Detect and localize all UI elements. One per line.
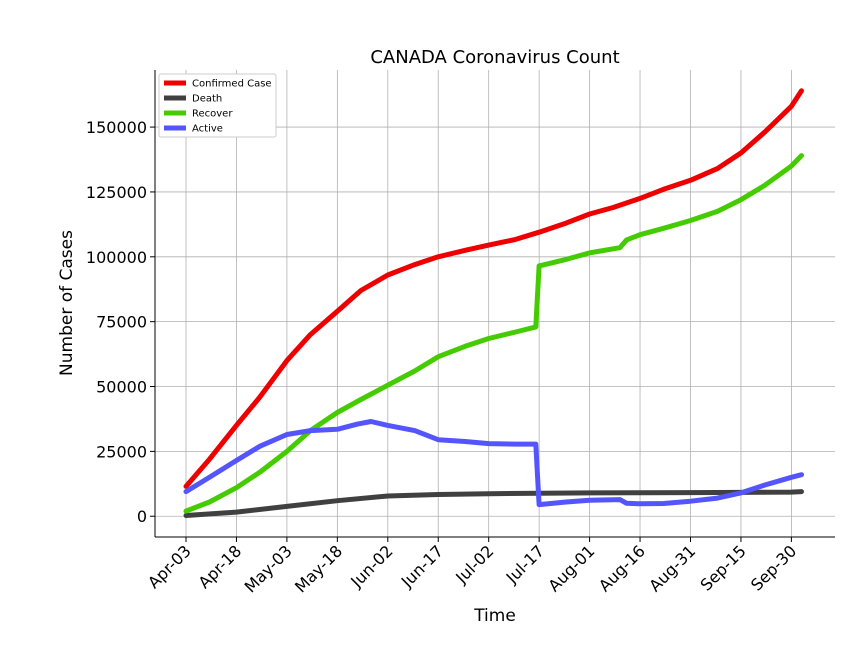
- chart-title: CANADA Coronavirus Count: [370, 47, 619, 68]
- x-tick-label: Aug-01: [544, 541, 598, 595]
- x-tick-label: Jun-17: [397, 541, 447, 591]
- x-tick-label: Jun-02: [346, 541, 396, 591]
- y-tick-label: 150000: [86, 118, 147, 137]
- legend-box: [158, 73, 277, 138]
- y-tick-label: 75000: [96, 313, 147, 332]
- y-tick-label: 0: [137, 507, 147, 526]
- x-tick-label: May-18: [291, 541, 346, 596]
- series-group: [183, 88, 804, 518]
- y-tick-label: 100000: [86, 248, 147, 267]
- series-line-death: [183, 489, 804, 518]
- y-tick-label: 125000: [86, 183, 147, 202]
- y-tick-label: 25000: [96, 442, 147, 461]
- x-tick-label: May-03: [241, 541, 296, 596]
- y-axis-label: Number of Cases: [57, 230, 77, 376]
- y-axis-ticks: 0 25000 50000 75000 100000 125000 150000: [86, 118, 155, 526]
- x-tick-label: Jul-17: [502, 541, 548, 587]
- x-tick-label: Sep-15: [697, 541, 750, 594]
- legend: Confirmed Case Death Recover Active: [158, 73, 277, 138]
- x-tick-label: Aug-31: [645, 541, 699, 595]
- x-tick-label: Apr-03: [144, 541, 195, 592]
- x-tick-label: Aug-16: [595, 541, 649, 595]
- x-axis-label: Time: [473, 606, 516, 626]
- x-tick-label: Sep-30: [747, 541, 800, 594]
- series-line-confirmed-case: [183, 88, 804, 489]
- legend-label: Recover: [192, 109, 233, 120]
- grid: [155, 70, 835, 537]
- legend-label: Active: [192, 124, 223, 135]
- series-line-active: [183, 419, 804, 508]
- legend-label: Confirmed Case: [192, 79, 272, 90]
- legend-label: Death: [192, 94, 222, 105]
- series-line-recover: [183, 153, 804, 514]
- y-tick-label: 50000: [96, 378, 147, 397]
- axes-spines: [154, 70, 835, 538]
- x-tick-label: Jul-02: [451, 541, 497, 587]
- x-tick-label: Apr-18: [195, 541, 246, 592]
